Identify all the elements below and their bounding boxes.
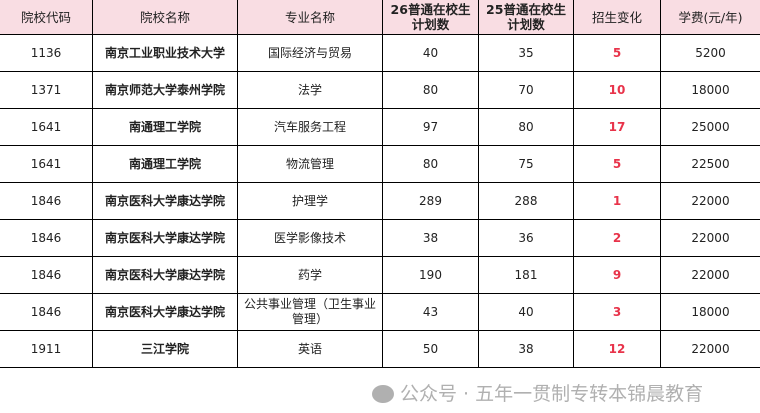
cell-code: 1641 bbox=[0, 145, 93, 183]
cell-plan25: 38 bbox=[478, 330, 574, 368]
cell-change: 1 bbox=[573, 182, 661, 220]
cell-tuition: 18000 bbox=[660, 293, 760, 331]
cell-tuition: 22000 bbox=[660, 330, 760, 368]
cell-change: 10 bbox=[573, 71, 661, 109]
cell-major: 护理学 bbox=[237, 182, 383, 220]
cell-plan26: 80 bbox=[382, 71, 479, 109]
cell-school: 南京师范大学泰州学院 bbox=[92, 71, 238, 109]
cell-major: 药学 bbox=[237, 256, 383, 294]
table-row: 1846 南京医科大学康达学院 医学影像技术 38 36 2 22000 bbox=[0, 219, 760, 257]
cell-tuition: 5200 bbox=[660, 34, 760, 72]
cell-school: 南京医科大学康达学院 bbox=[92, 182, 238, 220]
table-row: 1911 三江学院 英语 50 38 12 22000 bbox=[0, 330, 760, 368]
cell-school: 南通理工学院 bbox=[92, 145, 238, 183]
header-code: 院校代码 bbox=[0, 0, 93, 35]
cell-plan25: 80 bbox=[478, 108, 574, 146]
cell-change: 3 bbox=[573, 293, 661, 331]
cell-change: 12 bbox=[573, 330, 661, 368]
wechat-icon bbox=[372, 385, 394, 403]
cell-plan25: 75 bbox=[478, 145, 574, 183]
cell-plan25: 70 bbox=[478, 71, 574, 109]
cell-plan26: 40 bbox=[382, 34, 479, 72]
cell-plan25: 288 bbox=[478, 182, 574, 220]
cell-change: 5 bbox=[573, 145, 661, 183]
cell-tuition: 22500 bbox=[660, 145, 760, 183]
cell-plan25: 35 bbox=[478, 34, 574, 72]
cell-plan25: 181 bbox=[478, 256, 574, 294]
cell-plan26: 289 bbox=[382, 182, 479, 220]
cell-school: 南京医科大学康达学院 bbox=[92, 293, 238, 331]
cell-major: 医学影像技术 bbox=[237, 219, 383, 257]
cell-code: 1846 bbox=[0, 293, 93, 331]
header-plan26: 26普通在校生计划数 bbox=[382, 0, 479, 35]
table-row: 1846 南京医科大学康达学院 药学 190 181 9 22000 bbox=[0, 256, 760, 294]
cell-code: 1371 bbox=[0, 71, 93, 109]
cell-change: 2 bbox=[573, 219, 661, 257]
cell-major: 国际经济与贸易 bbox=[237, 34, 383, 72]
cell-school: 南京工业职业技术大学 bbox=[92, 34, 238, 72]
cell-major: 英语 bbox=[237, 330, 383, 368]
cell-major: 物流管理 bbox=[237, 145, 383, 183]
cell-code: 1846 bbox=[0, 219, 93, 257]
header-tuition: 学费(元/年) bbox=[660, 0, 760, 35]
cell-school: 南京医科大学康达学院 bbox=[92, 219, 238, 257]
cell-plan26: 80 bbox=[382, 145, 479, 183]
watermark-text: 公众号 · 五年一贯制专转本锦晨教育 bbox=[400, 383, 704, 405]
cell-code: 1136 bbox=[0, 34, 93, 72]
header-school: 院校名称 bbox=[92, 0, 238, 35]
cell-tuition: 18000 bbox=[660, 71, 760, 109]
watermark: 公众号 · 五年一贯制专转本锦晨教育 bbox=[372, 382, 703, 406]
cell-code: 1846 bbox=[0, 256, 93, 294]
cell-major: 法学 bbox=[237, 71, 383, 109]
cell-tuition: 22000 bbox=[660, 256, 760, 294]
cell-plan25: 40 bbox=[478, 293, 574, 331]
cell-school: 南京医科大学康达学院 bbox=[92, 256, 238, 294]
table-row: 1641 南通理工学院 汽车服务工程 97 80 17 25000 bbox=[0, 108, 760, 146]
table-row: 1641 南通理工学院 物流管理 80 75 5 22500 bbox=[0, 145, 760, 183]
header-row: 院校代码 院校名称 专业名称 26普通在校生计划数 25普通在校生计划数 招生变… bbox=[0, 0, 760, 35]
cell-plan26: 50 bbox=[382, 330, 479, 368]
header-change: 招生变化 bbox=[573, 0, 661, 35]
enrollment-table: 院校代码 院校名称 专业名称 26普通在校生计划数 25普通在校生计划数 招生变… bbox=[0, 0, 760, 368]
cell-code: 1911 bbox=[0, 330, 93, 368]
cell-school: 南通理工学院 bbox=[92, 108, 238, 146]
cell-change: 9 bbox=[573, 256, 661, 294]
cell-change: 17 bbox=[573, 108, 661, 146]
cell-school: 三江学院 bbox=[92, 330, 238, 368]
table-row: 1136 南京工业职业技术大学 国际经济与贸易 40 35 5 5200 bbox=[0, 34, 760, 72]
cell-plan25: 36 bbox=[478, 219, 574, 257]
table-row: 1846 南京医科大学康达学院 护理学 289 288 1 22000 bbox=[0, 182, 760, 220]
header-major: 专业名称 bbox=[237, 0, 383, 35]
cell-tuition: 22000 bbox=[660, 182, 760, 220]
cell-plan26: 97 bbox=[382, 108, 479, 146]
cell-code: 1846 bbox=[0, 182, 93, 220]
cell-plan26: 38 bbox=[382, 219, 479, 257]
table-row: 1371 南京师范大学泰州学院 法学 80 70 10 18000 bbox=[0, 71, 760, 109]
cell-major: 汽车服务工程 bbox=[237, 108, 383, 146]
cell-code: 1641 bbox=[0, 108, 93, 146]
cell-plan26: 190 bbox=[382, 256, 479, 294]
cell-change: 5 bbox=[573, 34, 661, 72]
cell-tuition: 22000 bbox=[660, 219, 760, 257]
cell-plan26: 43 bbox=[382, 293, 479, 331]
table-row: 1846 南京医科大学康达学院 公共事业管理（卫生事业管理） 43 40 3 18000 bbox=[0, 293, 760, 331]
cell-major: 公共事业管理（卫生事业管理） bbox=[237, 293, 383, 331]
header-plan25: 25普通在校生计划数 bbox=[478, 0, 574, 35]
cell-tuition: 25000 bbox=[660, 108, 760, 146]
